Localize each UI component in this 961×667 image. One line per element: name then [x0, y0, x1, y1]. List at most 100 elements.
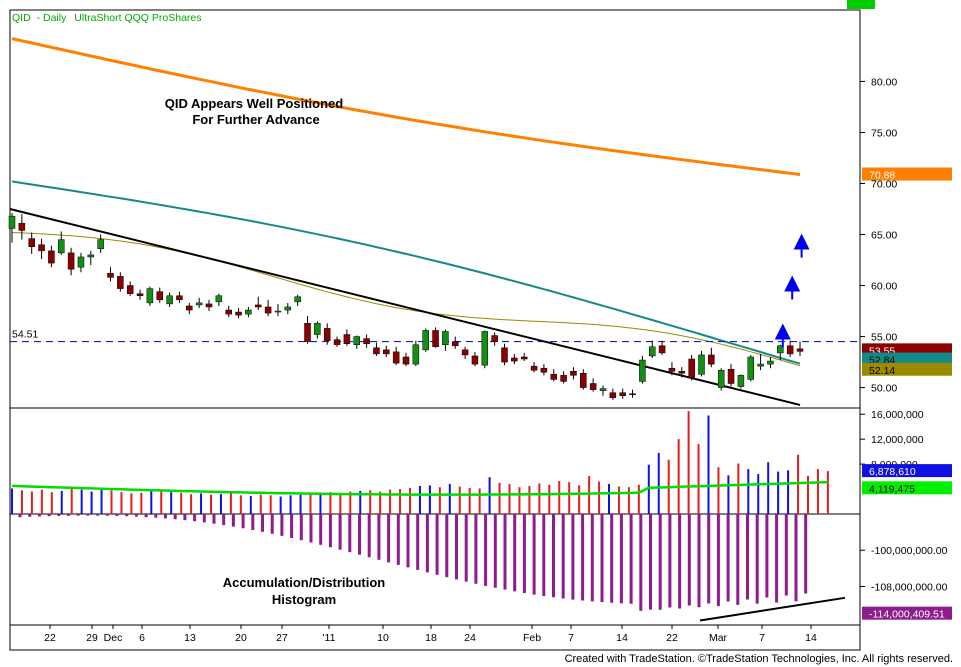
x-tick-label: 18 — [425, 632, 437, 644]
x-tick-label: 24 — [464, 632, 476, 644]
candle-body — [195, 302, 203, 306]
candle-body — [540, 367, 548, 373]
candle-body — [38, 244, 45, 252]
candle-body — [67, 252, 75, 270]
price-tick-label: 60.00 — [871, 281, 897, 293]
candle-body — [383, 349, 390, 355]
footer-credit: Created with TradeStation. ©TradeStation… — [564, 653, 953, 665]
candle-body — [658, 345, 666, 354]
moving-average-line — [11, 180, 801, 365]
status-marker — [847, 0, 875, 9]
x-tick-label: 22 — [44, 632, 56, 644]
candle-body — [442, 331, 449, 345]
x-tick-label: 7 — [568, 632, 574, 644]
candle-body — [402, 356, 410, 365]
ad-value-flag-bg — [862, 606, 952, 620]
candle-body — [176, 295, 183, 301]
candle-body — [580, 373, 587, 388]
ma-mid-flag-bg — [862, 352, 952, 366]
volume-flag-bg — [862, 464, 952, 478]
annotation-ad-1: Accumulation/Distribution — [223, 575, 386, 590]
ad-tick-label: -108,000,000.00 — [871, 581, 948, 593]
candle-body — [560, 375, 567, 382]
resistance-label: 54.51 — [12, 329, 38, 341]
price-panel: 54.51 — [8, 37, 860, 406]
candle-body — [688, 358, 695, 378]
x-tick-label: Feb — [523, 632, 541, 644]
candle-body — [550, 374, 557, 380]
ad-histogram-panel — [18, 514, 846, 622]
moving-average-line — [11, 37, 801, 176]
x-tick-label: Dec — [104, 632, 123, 644]
x-tick-label: 13 — [184, 632, 196, 644]
volume-panel — [11, 411, 829, 514]
candle-body — [274, 310, 282, 313]
candle-body — [619, 392, 626, 397]
candle-body — [264, 306, 272, 314]
annotation-title-1: QID Appears Well Positioned — [165, 96, 343, 111]
candle-body — [708, 354, 715, 365]
candle-body — [639, 359, 646, 382]
candle-body — [304, 323, 311, 342]
price-tick-label: 70.00 — [871, 178, 897, 190]
x-tick-label: '11 — [323, 632, 336, 644]
candle-body — [294, 296, 301, 303]
candle-body — [501, 347, 508, 363]
annotation-ad-2: Histogram — [272, 592, 336, 607]
candle-body — [609, 392, 617, 399]
candle-body — [48, 250, 55, 264]
x-tick-label: 14 — [805, 632, 817, 644]
ad-trendline — [699, 596, 846, 622]
candle-body — [284, 306, 292, 311]
candle-body — [186, 305, 193, 311]
candle-body — [717, 369, 725, 388]
moving-average-line — [11, 232, 801, 367]
candle-body — [481, 331, 489, 366]
volume-average-line — [11, 480, 828, 496]
candle-body — [520, 356, 528, 360]
candle-body — [511, 357, 518, 362]
candle-body — [235, 311, 242, 316]
axis-labels: 50.00 55.00 60.00 65.00 70.00 75.00 80.00 70.88… — [44, 76, 952, 644]
candle-body — [205, 303, 213, 308]
candle-body — [323, 328, 331, 341]
candle-body — [737, 375, 745, 387]
header-symbol: QID - Daily UltraShort QQQ ProShares — [12, 12, 202, 24]
x-tick-label: 6 — [139, 632, 145, 644]
candle-body — [767, 360, 774, 365]
candle-body — [649, 346, 656, 357]
ad-tick-label: -100,000,000.00 — [871, 545, 948, 557]
candle-body — [136, 293, 144, 296]
candle-body — [126, 285, 134, 294]
candle-body — [570, 371, 577, 376]
plot-frame — [9, 9, 861, 651]
candle-body — [373, 347, 380, 355]
candle-body — [97, 239, 104, 250]
x-tick-label: Mar — [709, 632, 728, 644]
price-tick-label: 65.00 — [871, 230, 897, 242]
candle-body — [599, 388, 607, 391]
candle-body — [471, 355, 479, 365]
candle-body — [87, 254, 95, 258]
candle-body — [786, 345, 794, 355]
candle-body — [589, 383, 597, 390]
candle-body — [777, 345, 784, 354]
candle-body — [255, 304, 262, 308]
trendline — [9, 208, 801, 406]
candle-body — [422, 330, 429, 351]
candle-body — [58, 239, 65, 254]
x-tick-label: 7 — [759, 632, 765, 644]
candle-body — [727, 368, 735, 384]
symbol-text: QID — [12, 12, 31, 24]
annotation-title-2: For Further Advance — [192, 112, 319, 127]
candle-body — [166, 295, 173, 305]
candle-body — [117, 276, 124, 289]
volume-average-flag: 4,119,475 — [869, 483, 915, 495]
candle-body — [225, 309, 232, 315]
candle-body — [392, 351, 400, 364]
ad-value-flag: -114,000,409.51 — [869, 609, 945, 621]
candle-body — [314, 323, 321, 335]
candle-body — [28, 238, 35, 248]
candle-body — [412, 344, 420, 365]
